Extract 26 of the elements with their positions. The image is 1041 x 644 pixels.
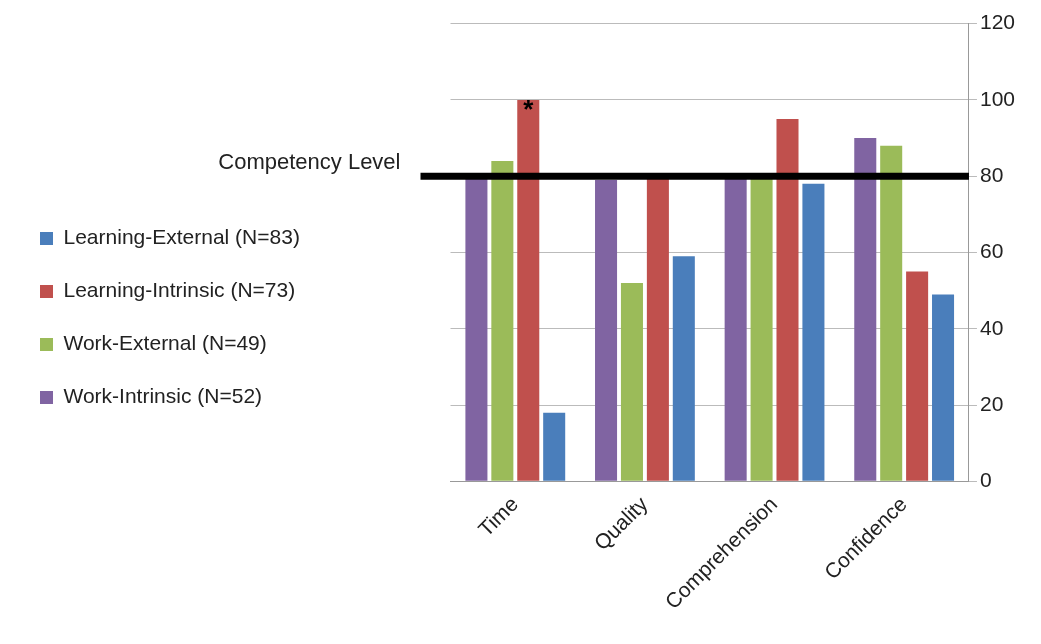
- y-tick-label: 40: [979, 315, 1004, 339]
- ref-line-label: Competency Level: [218, 149, 401, 175]
- y-tick-label: 60: [979, 239, 1004, 263]
- bar: [880, 145, 903, 481]
- bar: [672, 256, 695, 481]
- bar: [517, 99, 540, 481]
- y-tick-label: 80: [979, 162, 1004, 186]
- bar: [595, 180, 618, 481]
- bar: [802, 183, 825, 481]
- legend-label: Learning-Intrinsic (N=73): [63, 278, 296, 302]
- bar: [906, 271, 929, 481]
- bar: [620, 282, 643, 481]
- annotation: *: [523, 94, 535, 125]
- legend-label: Work-Intrinsic (N=52): [63, 384, 263, 408]
- x-tick-label: Time: [473, 491, 523, 541]
- legend-label: Learning-External (N=83): [63, 225, 300, 249]
- bar: [491, 160, 514, 481]
- bar: [776, 118, 799, 481]
- y-tick-label: 0: [979, 468, 992, 492]
- bar: [932, 294, 955, 481]
- y-tick-label: 100: [979, 86, 1016, 110]
- bar: [543, 412, 566, 481]
- legend-label: Work-External (N=49): [63, 331, 267, 355]
- y-tick-label: 120: [979, 10, 1016, 34]
- y-tick-label: 20: [979, 391, 1004, 415]
- bar: [854, 138, 877, 481]
